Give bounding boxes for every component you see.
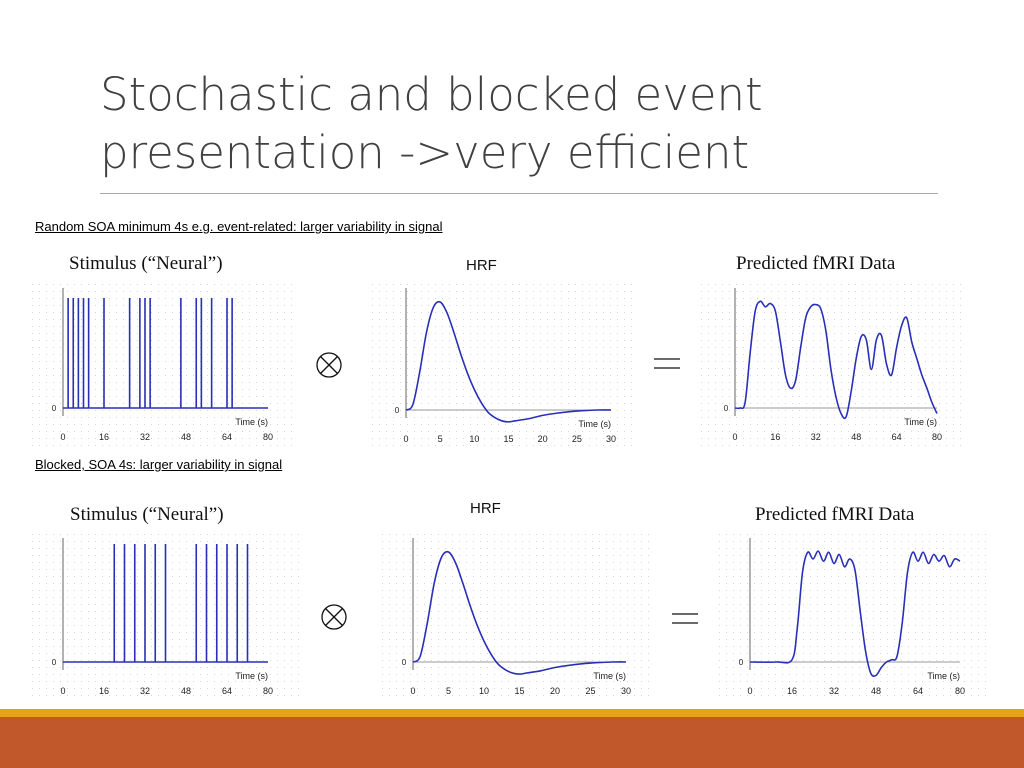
- blocked-section-label: Blocked, SOA 4s: larger variability in s…: [35, 457, 283, 472]
- x-axis-title: Time (s): [235, 417, 268, 427]
- x-tick-label: 80: [955, 686, 965, 696]
- x-tick-label: 25: [585, 686, 595, 696]
- x-tick-label: 48: [871, 686, 881, 696]
- x-tick-label: 0: [60, 432, 65, 442]
- x-tick-label: 15: [514, 686, 524, 696]
- x-axis-title: Time (s): [578, 419, 611, 429]
- random-hrf-title: HRF: [466, 257, 497, 274]
- grid-dots: [372, 284, 632, 446]
- x-tick-label: 80: [263, 686, 273, 696]
- slide-title-line-2: presentation ->very efficient: [100, 126, 750, 179]
- response-curve: [412, 550, 627, 675]
- blocked-stimulus-plot: 0 Time (s) 0 16 32 48 64 80: [32, 534, 299, 696]
- x-tick-label: 32: [811, 432, 821, 442]
- x-tick-label: 0: [60, 686, 65, 696]
- blocked-predicted-plot: 0 Time (s) 0 16 32 48 64 80: [719, 534, 986, 696]
- x-tick-label: 30: [621, 686, 631, 696]
- random-predicted-title: Predicted fMRI Data: [736, 253, 896, 274]
- x-tick-label: 5: [438, 434, 443, 444]
- y-zero-label: 0: [52, 658, 57, 667]
- x-tick-label: 20: [550, 686, 560, 696]
- x-tick-label: 48: [851, 432, 861, 442]
- blocked-predicted-title: Predicted fMRI Data: [755, 504, 915, 525]
- x-tick-label: 80: [932, 432, 942, 442]
- equals-operator-icon: [654, 358, 680, 369]
- y-zero-label: 0: [395, 406, 400, 415]
- x-tick-label: 64: [222, 686, 232, 696]
- x-axis-title: Time (s): [235, 671, 268, 681]
- x-axis-title: Time (s): [927, 671, 960, 681]
- slide-title: Stochastic and blocked event presentatio…: [100, 66, 920, 182]
- x-axis-title: Time (s): [904, 417, 937, 427]
- random-section-label: Random SOA minimum 4s e.g. event-related…: [35, 219, 443, 234]
- x-tick-label: 32: [829, 686, 839, 696]
- equals-operator-icon: [672, 613, 698, 624]
- x-tick-label: 0: [732, 432, 737, 442]
- x-tick-label: 64: [222, 432, 232, 442]
- random-predicted-plot: 0 Time (s) 0 16 32 48 64 80: [701, 284, 961, 446]
- response-curve: [405, 300, 612, 423]
- x-tick-label: 16: [99, 686, 109, 696]
- title-divider: [100, 193, 938, 194]
- x-tick-label: 16: [770, 432, 780, 442]
- x-tick-label: 30: [606, 434, 616, 444]
- blocked-hrf-plot: 0 Time (s) 0 5 10 15 20 25 30: [382, 534, 649, 696]
- x-tick-label: 32: [140, 686, 150, 696]
- y-zero-label: 0: [739, 658, 744, 667]
- x-tick-label: 16: [787, 686, 797, 696]
- grid-dots: [701, 284, 961, 446]
- x-tick-label: 5: [446, 686, 451, 696]
- y-zero-label: 0: [402, 658, 407, 667]
- x-tick-label: 48: [181, 686, 191, 696]
- response-curve: [734, 300, 938, 420]
- slide-title-line-1: Stochastic and blocked event: [100, 68, 763, 121]
- x-tick-label: 25: [572, 434, 582, 444]
- x-tick-label: 48: [181, 432, 191, 442]
- convolution-operator-icon: [316, 352, 342, 378]
- y-zero-label: 0: [724, 404, 729, 413]
- x-tick-label: 0: [410, 686, 415, 696]
- x-axis-title: Time (s): [593, 671, 626, 681]
- blocked-stimulus-title: Stimulus (“Neural”): [70, 504, 224, 525]
- y-zero-label: 0: [52, 404, 57, 413]
- x-tick-label: 16: [99, 432, 109, 442]
- random-stimulus-title: Stimulus (“Neural”): [69, 253, 223, 274]
- x-tick-label: 64: [913, 686, 923, 696]
- x-tick-label: 32: [140, 432, 150, 442]
- random-hrf-plot: 0 Time (s) 0 5 10 15 20 25 30: [372, 284, 632, 446]
- x-tick-label: 64: [892, 432, 902, 442]
- x-tick-label: 10: [479, 686, 489, 696]
- response-curve: [749, 550, 961, 678]
- random-stimulus-plot: 0 Time (s) 0 16 32 48 64 80: [32, 284, 292, 446]
- x-tick-label: 20: [538, 434, 548, 444]
- blocked-hrf-title: HRF: [470, 500, 501, 517]
- footer-bar: [0, 717, 1024, 768]
- footer-accent-stripe: [0, 709, 1024, 717]
- x-tick-label: 10: [469, 434, 479, 444]
- x-tick-label: 0: [403, 434, 408, 444]
- x-tick-label: 15: [503, 434, 513, 444]
- x-tick-label: 80: [263, 432, 273, 442]
- grid-dots: [32, 284, 292, 446]
- convolution-operator-icon: [321, 604, 347, 630]
- x-tick-label: 0: [747, 686, 752, 696]
